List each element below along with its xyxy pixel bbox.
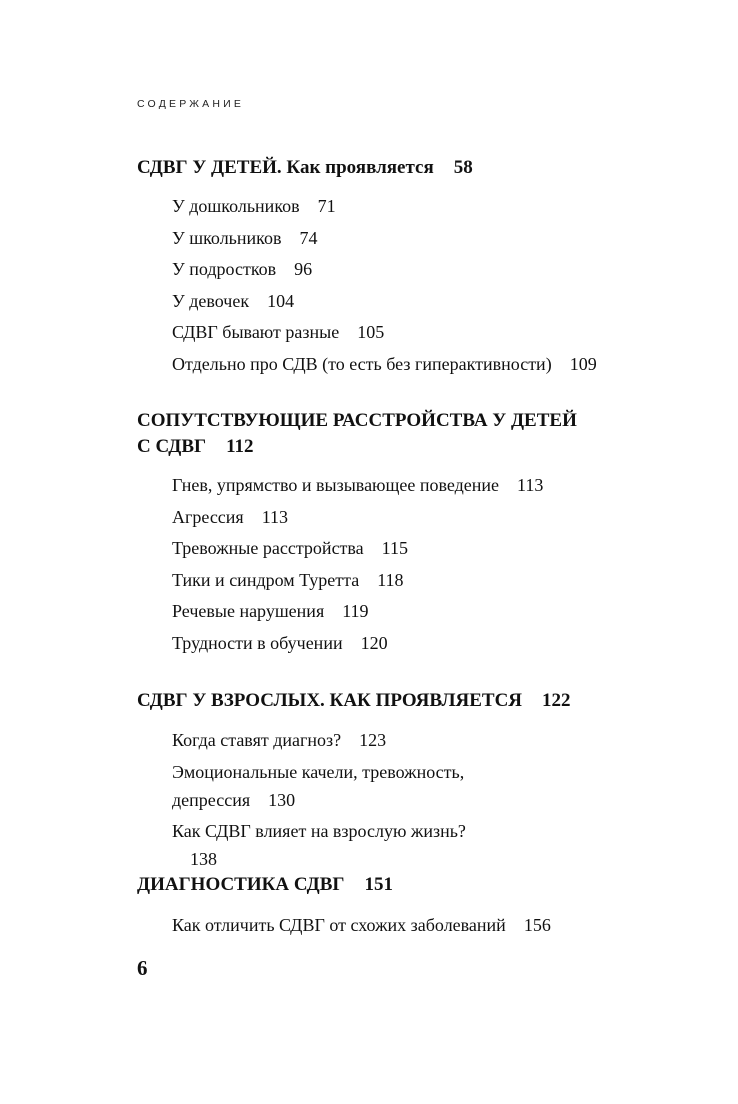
section-heading[interactable]: СДВГ У ВЗРОСЛЫХ. КАК ПРОЯВЛЯЕТСЯ 122 [137,690,571,711]
toc-item[interactable]: У дошкольников 71 [172,196,336,216]
toc-item[interactable]: У девочек 104 [172,290,295,311]
toc-item[interactable]: Как отличить СДВГ от схожих заболеваний 1… [172,915,551,935]
running-head: СОДЕРЖАНИЕ [137,98,245,110]
page-folio: 6 [137,956,148,980]
toc-item[interactable]: Гнев, упрямство и вызывающее поведение 11… [172,475,544,495]
section-heading[interactable]: СДВГ У ДЕТЕЙ. Как проявляется 58 [137,157,473,178]
toc-section: ДИАГНОСТИКА СДВГ 151 Как отличить СДВГ от… [137,872,617,943]
toc-section: СДВГ У ВЗРОСЛЫХ. КАК ПРОЯВЛЯЕТСЯ 122 Когд… [137,688,617,877]
page-number: 122 [542,690,571,711]
page-number: 58 [453,157,473,178]
toc-item[interactable]: Когда ставят диагноз? 123 [172,730,387,750]
toc-item[interactable]: Тревожные расстройства 115 [172,538,409,558]
page-number: 112 [226,436,254,457]
toc-item[interactable]: Трудности в обучении 120 [172,632,388,653]
toc-item[interactable]: Агрессия 113 [172,506,289,527]
toc-section: СОПУТСТВУЮЩИЕ РАССТРОЙСТВА У ДЕТЕЙ С СДВ… [137,408,577,660]
toc-item[interactable]: Тики и синдром Туретта 118 [172,569,404,590]
toc-item[interactable]: Эмоциональные качели, тревожность, депре… [172,761,465,810]
section-heading[interactable]: СОПУТСТВУЮЩИЕ РАССТРОЙСТВА У ДЕТЕЙ С СДВ… [137,410,577,457]
toc-item[interactable]: У школьников 74 [172,227,318,248]
page-number: 151 [364,874,393,895]
toc-item[interactable]: У подростков 96 [172,259,313,279]
toc-section: СДВГ У ДЕТЕЙ. Как проявляется 58 У дошкол… [137,155,617,381]
toc-item[interactable]: СДВГ бывают разные 105 [172,322,385,342]
toc-item[interactable]: Как СДВГ влияет на взрослую жизнь?138 [172,821,466,869]
toc-item[interactable]: Отдельно про СДВ (то есть без гиперактив… [172,353,597,374]
section-heading[interactable]: ДИАГНОСТИКА СДВГ 151 [137,874,393,895]
toc-item[interactable]: Речевые нарушения 119 [172,601,369,621]
